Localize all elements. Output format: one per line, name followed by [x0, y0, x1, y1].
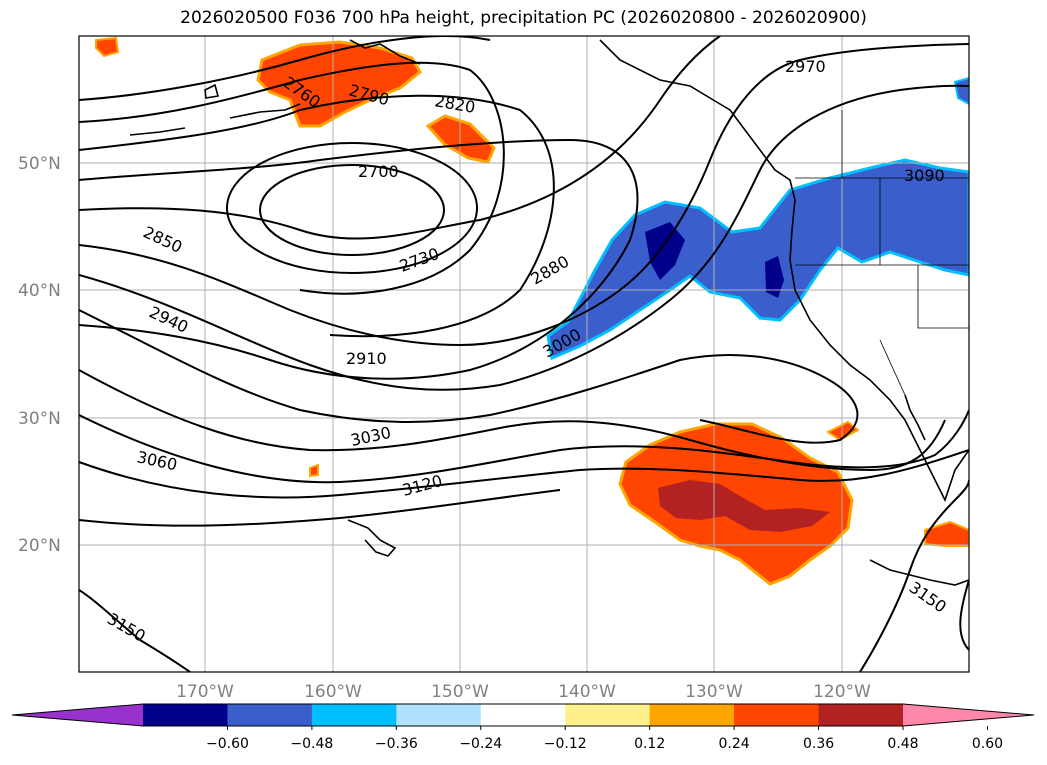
colorbar-tick-label: 0.12 — [634, 736, 665, 752]
colorbar-swatch — [396, 704, 482, 726]
colorbar-swatch — [480, 704, 566, 726]
colorbar-tick-label: −0.60 — [206, 736, 249, 752]
lat-label: 40°N — [18, 281, 61, 301]
height-contours — [79, 36, 969, 672]
precip-negative-band — [546, 76, 969, 361]
colorbar-tick-label: −0.36 — [375, 736, 418, 752]
plot-area: 2700 2730 2760 2790 2820 2850 2880 2910 … — [79, 36, 969, 672]
colorbar-tick-label: −0.24 — [459, 736, 502, 752]
colorbar-tick-label: 0.36 — [803, 736, 834, 752]
colorbar-tick-label: 0.24 — [719, 736, 750, 752]
colorbar-swatch — [818, 704, 904, 726]
lon-label: 120°W — [813, 682, 871, 702]
lat-label: 50°N — [18, 154, 61, 174]
colorbar-tick-label: −0.12 — [544, 736, 587, 752]
colorbar-swatch — [311, 704, 397, 726]
graticule — [79, 36, 969, 672]
lat-label: 20°N — [18, 536, 61, 556]
plot-frame — [78, 35, 970, 673]
lon-label: 170°W — [176, 682, 234, 702]
state-borders — [795, 110, 969, 396]
map-title: 2026020500 F036 700 hPa height, precipit… — [180, 8, 867, 28]
contour-label: 2700 — [358, 162, 399, 181]
colorbar-swatch — [649, 704, 735, 726]
colorbar-extend-max — [903, 704, 1034, 726]
contour-label: 2970 — [785, 57, 826, 76]
colorbar-swatch — [227, 704, 313, 726]
lon-label: 130°W — [685, 682, 743, 702]
lat-label: 30°N — [18, 409, 61, 429]
colorbar-tick-label: −0.48 — [290, 736, 333, 752]
colorbar-swatch — [565, 704, 651, 726]
contour-label: 3090 — [904, 166, 945, 185]
colorbar: −0.60 −0.48 −0.36 −0.24 −0.12 0.12 0.24 0.36 0.4… — [11, 703, 1035, 752]
latitude-labels: 50°N 40°N 30°N 20°N — [18, 154, 61, 556]
lon-label: 140°W — [558, 682, 616, 702]
colorbar-swatch — [734, 704, 820, 726]
longitude-labels: 170°W 160°W 150°W 140°W 130°W 120°W — [176, 682, 871, 702]
contour-label: 2910 — [346, 349, 387, 368]
colorbar-tick-label: 0.48 — [887, 736, 918, 752]
colorbar-swatch — [143, 704, 228, 726]
colorbar-extend-min — [12, 704, 143, 726]
colorbar-tick-label: 0.60 — [972, 736, 1003, 752]
lon-label: 150°W — [431, 682, 489, 702]
lon-label: 160°W — [304, 682, 362, 702]
